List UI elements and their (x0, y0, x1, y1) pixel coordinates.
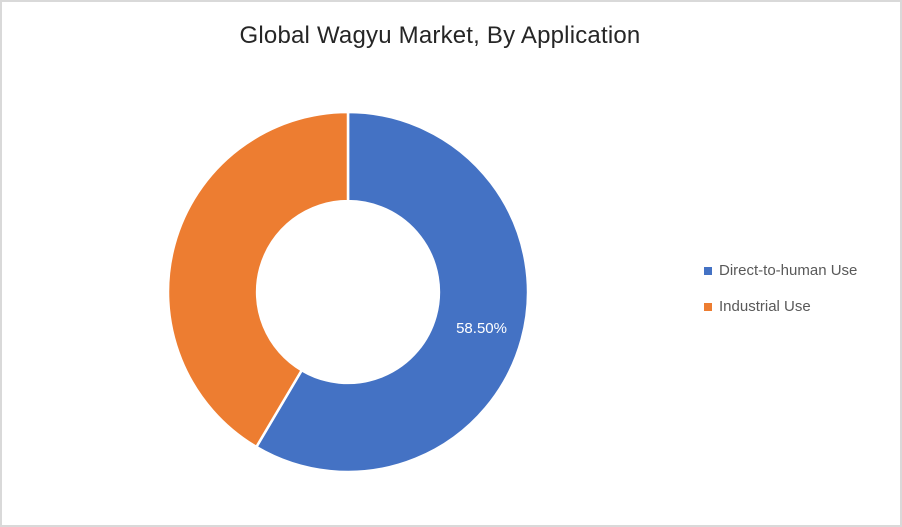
pie-slice-1 (166, 110, 350, 449)
legend-item: Industrial Use (704, 296, 857, 317)
legend-label: Industrial Use (719, 298, 811, 315)
legend-marker-icon (704, 302, 712, 311)
pie-slice-0 (254, 110, 530, 474)
data-label: 58.50% (456, 320, 507, 337)
legend-item: Direct-to-human Use (704, 260, 857, 281)
chart-title: Global Wagyu Market, By Application (239, 22, 641, 49)
legend-marker-icon (704, 266, 712, 275)
legend: Direct-to-human Use Industrial Use (704, 260, 857, 317)
legend-label: Direct-to-human Use (719, 262, 858, 279)
